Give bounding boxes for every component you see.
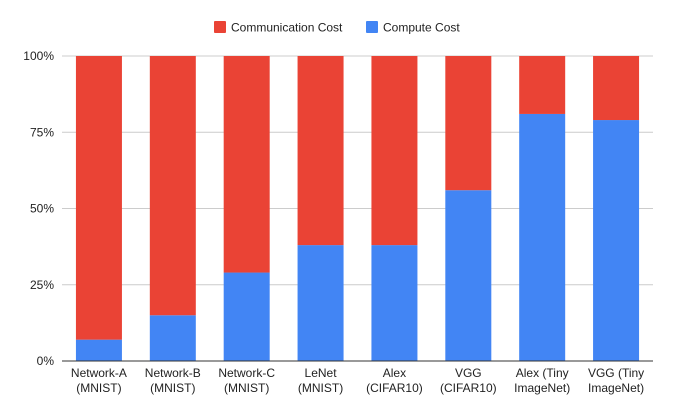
x-tick-label: Network-C — [218, 366, 275, 380]
x-tick-label: (CIFAR10) — [440, 381, 497, 395]
bar-communication-cost-7 — [593, 56, 640, 121]
y-tick-label: 50% — [30, 202, 54, 216]
x-tick-label: ImageNet) — [588, 381, 644, 395]
y-tick-label: 100% — [23, 49, 54, 63]
x-tick-label: Network-B — [145, 366, 201, 380]
bar-compute-cost-1 — [149, 315, 196, 361]
bar-compute-cost-2 — [223, 272, 270, 361]
bar-compute-cost-4 — [371, 245, 418, 361]
x-tick-label: ImageNet) — [514, 381, 570, 395]
bar-communication-cost-4 — [371, 56, 418, 246]
bar-compute-cost-5 — [445, 190, 492, 361]
bar-communication-cost-6 — [519, 56, 566, 114]
bar-compute-cost-3 — [297, 245, 344, 361]
x-tick-label: VGG (Tiny — [588, 366, 644, 380]
x-tick-label: (CIFAR10) — [366, 381, 423, 395]
x-tick-label: VGG — [455, 366, 482, 380]
axes: 0%25%50%75%100%Network-A(MNIST)Network-B… — [23, 49, 653, 395]
legend-swatch-1 — [366, 21, 378, 33]
x-tick-label: (MNIST) — [298, 381, 343, 395]
legend-label-0: Communication Cost — [231, 21, 343, 35]
legend-label-1: Compute Cost — [383, 21, 460, 35]
x-tick-label: (MNIST) — [224, 381, 269, 395]
legend: Communication Cost Compute Cost — [214, 21, 460, 35]
x-tick-label: Alex — [383, 366, 406, 380]
bar-communication-cost-1 — [149, 56, 196, 316]
bar-compute-cost-6 — [519, 113, 566, 361]
bar-compute-cost-0 — [75, 339, 122, 361]
x-tick-label: Network-A — [71, 366, 127, 380]
y-tick-label: 25% — [30, 278, 54, 292]
x-tick-label: LeNet — [305, 366, 338, 380]
bar-communication-cost-2 — [223, 56, 270, 273]
bar-communication-cost-0 — [75, 56, 122, 340]
x-tick-label: Alex (Tiny — [516, 366, 569, 380]
bar-communication-cost-5 — [445, 56, 492, 191]
bars — [75, 56, 640, 361]
bar-compute-cost-7 — [593, 120, 640, 361]
y-tick-label: 75% — [30, 125, 54, 139]
x-tick-label: (MNIST) — [76, 381, 121, 395]
legend-swatch-0 — [214, 21, 226, 33]
x-tick-label: (MNIST) — [150, 381, 195, 395]
bar-communication-cost-3 — [297, 56, 344, 246]
y-tick-label: 0% — [37, 354, 55, 368]
